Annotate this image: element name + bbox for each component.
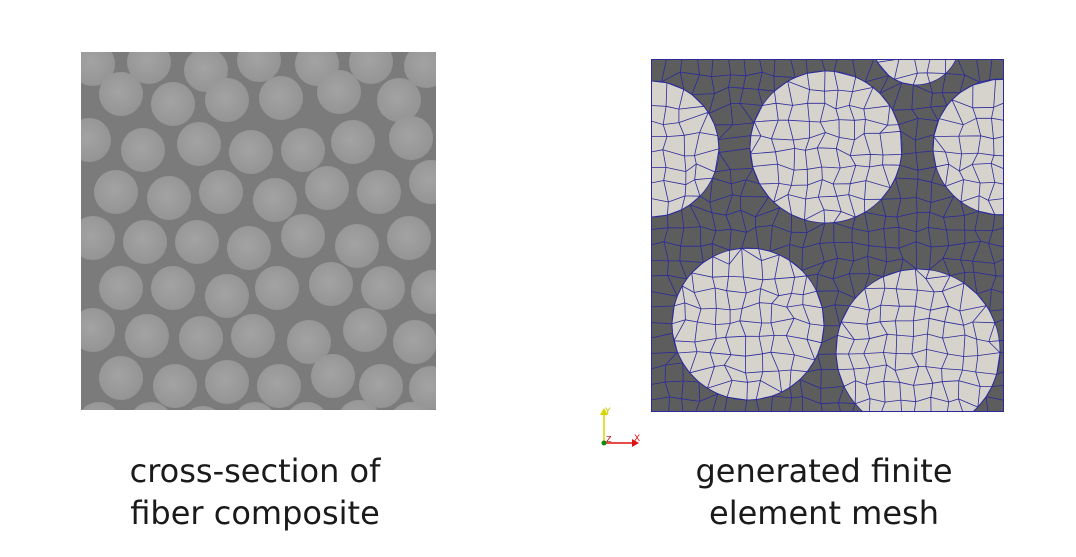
fiber-boundary bbox=[651, 80, 720, 218]
fiber-cross-section bbox=[411, 270, 436, 314]
fiber-cross-section bbox=[290, 402, 324, 410]
fiber-cross-section bbox=[259, 76, 303, 120]
mesh-element-edges bbox=[651, 59, 1004, 412]
mesh-grid-lines bbox=[651, 59, 1004, 412]
fiber-cross-section bbox=[99, 356, 143, 400]
fiber-cross-section bbox=[81, 216, 115, 260]
fiber-cross-sections bbox=[81, 52, 436, 410]
caption-fiber-composite: cross-section of fiber composite bbox=[80, 450, 430, 534]
mesh-svg bbox=[651, 59, 1004, 412]
y-axis-label: Y bbox=[604, 407, 611, 417]
fiber-cross-section bbox=[199, 170, 243, 214]
fiber-cross-section bbox=[255, 266, 299, 310]
fiber-region bbox=[672, 248, 824, 400]
fiber-cross-section bbox=[305, 166, 349, 210]
fiber-cross-section bbox=[151, 266, 195, 310]
fiber-region bbox=[750, 71, 902, 223]
fiber-cross-section bbox=[147, 176, 191, 220]
fiber-cross-section bbox=[99, 72, 143, 116]
fiber-cross-section bbox=[409, 366, 436, 410]
fe-mesh-image bbox=[651, 59, 1004, 412]
mesh-border bbox=[651, 59, 1004, 412]
fiber-cross-section bbox=[125, 314, 169, 358]
fiber-region bbox=[933, 79, 1004, 215]
fiber-cross-section bbox=[134, 402, 168, 410]
z-axis-dot bbox=[601, 440, 607, 446]
fiber-boundary bbox=[932, 78, 1004, 216]
fiber-cross-section bbox=[231, 314, 275, 358]
fiber-cross-section bbox=[309, 262, 353, 306]
fiber-cross-section bbox=[175, 220, 219, 264]
fiber-region bbox=[651, 81, 719, 217]
fiber-cross-section bbox=[335, 224, 379, 268]
fiber-boundary bbox=[749, 70, 903, 224]
fiber-cross-section bbox=[99, 266, 143, 310]
fiber-cross-section bbox=[393, 320, 436, 364]
fiber-cross-section bbox=[177, 122, 221, 166]
fiber-cross-section bbox=[151, 82, 195, 126]
fiber-boundary bbox=[835, 268, 1001, 412]
fiber-cross-section bbox=[190, 406, 216, 410]
fiber-boundary bbox=[875, 59, 957, 86]
fiber-cross-section bbox=[317, 70, 361, 114]
fiber-cross-section bbox=[409, 160, 436, 204]
fiber-cross-section bbox=[257, 364, 301, 408]
fiber-cross-section bbox=[359, 364, 403, 408]
fiber-cross-section bbox=[82, 402, 116, 410]
fiber-cross-section bbox=[377, 78, 421, 122]
fiber-cross-section bbox=[389, 116, 433, 160]
fiber-cross-section bbox=[127, 52, 171, 84]
fiber-region bbox=[836, 269, 1000, 412]
x-axis-arrow bbox=[632, 439, 639, 447]
fiber-cross-section bbox=[121, 128, 165, 172]
fiber-cross-section bbox=[153, 364, 197, 408]
fiber-cross-section bbox=[205, 274, 249, 318]
caption-left-line2: fiber composite bbox=[130, 494, 380, 532]
caption-left-line1: cross-section of bbox=[129, 452, 381, 490]
fiber-boundary bbox=[671, 247, 825, 401]
orientation-axes: Y X Z bbox=[596, 404, 644, 450]
micrograph-image bbox=[81, 52, 436, 410]
fiber-cross-section bbox=[237, 52, 281, 82]
caption-right-line1: generated finite bbox=[695, 452, 953, 490]
fiber-cross-section bbox=[238, 402, 272, 410]
fiber-cross-section bbox=[311, 354, 355, 398]
fiber-cross-section bbox=[227, 226, 271, 270]
fiber-cross-section bbox=[94, 170, 138, 214]
fiber-cross-section bbox=[179, 316, 223, 360]
fiber-cross-section bbox=[387, 216, 431, 260]
fiber-cross-section bbox=[81, 308, 115, 352]
micrograph-svg bbox=[81, 52, 436, 410]
fiber-cross-section bbox=[81, 118, 111, 162]
y-axis-arrow bbox=[600, 408, 608, 415]
fiber-cross-section bbox=[123, 220, 167, 264]
fiber-cross-section bbox=[343, 308, 387, 352]
fiber-cross-section bbox=[281, 214, 325, 258]
fiber-cross-section bbox=[287, 320, 331, 364]
fiber-cross-section bbox=[404, 52, 436, 88]
fiber-cross-section bbox=[205, 78, 249, 122]
fiber-cross-section bbox=[331, 120, 375, 164]
fiber-cross-section bbox=[340, 400, 378, 410]
caption-fe-mesh: generated finite element mesh bbox=[649, 450, 999, 534]
fiber-cross-section bbox=[361, 266, 405, 310]
fiber-cross-section bbox=[229, 130, 273, 174]
x-axis-label: X bbox=[634, 434, 640, 444]
fiber-cross-section bbox=[281, 128, 325, 172]
fiber-cross-section bbox=[394, 402, 428, 410]
caption-right-line2: element mesh bbox=[709, 494, 939, 532]
fiber-cross-section bbox=[253, 178, 297, 222]
z-axis-label: Z bbox=[606, 435, 612, 444]
fiber-cross-section bbox=[357, 170, 401, 214]
fiber-cross-section bbox=[205, 360, 249, 404]
fiber-cross-section bbox=[349, 52, 393, 84]
